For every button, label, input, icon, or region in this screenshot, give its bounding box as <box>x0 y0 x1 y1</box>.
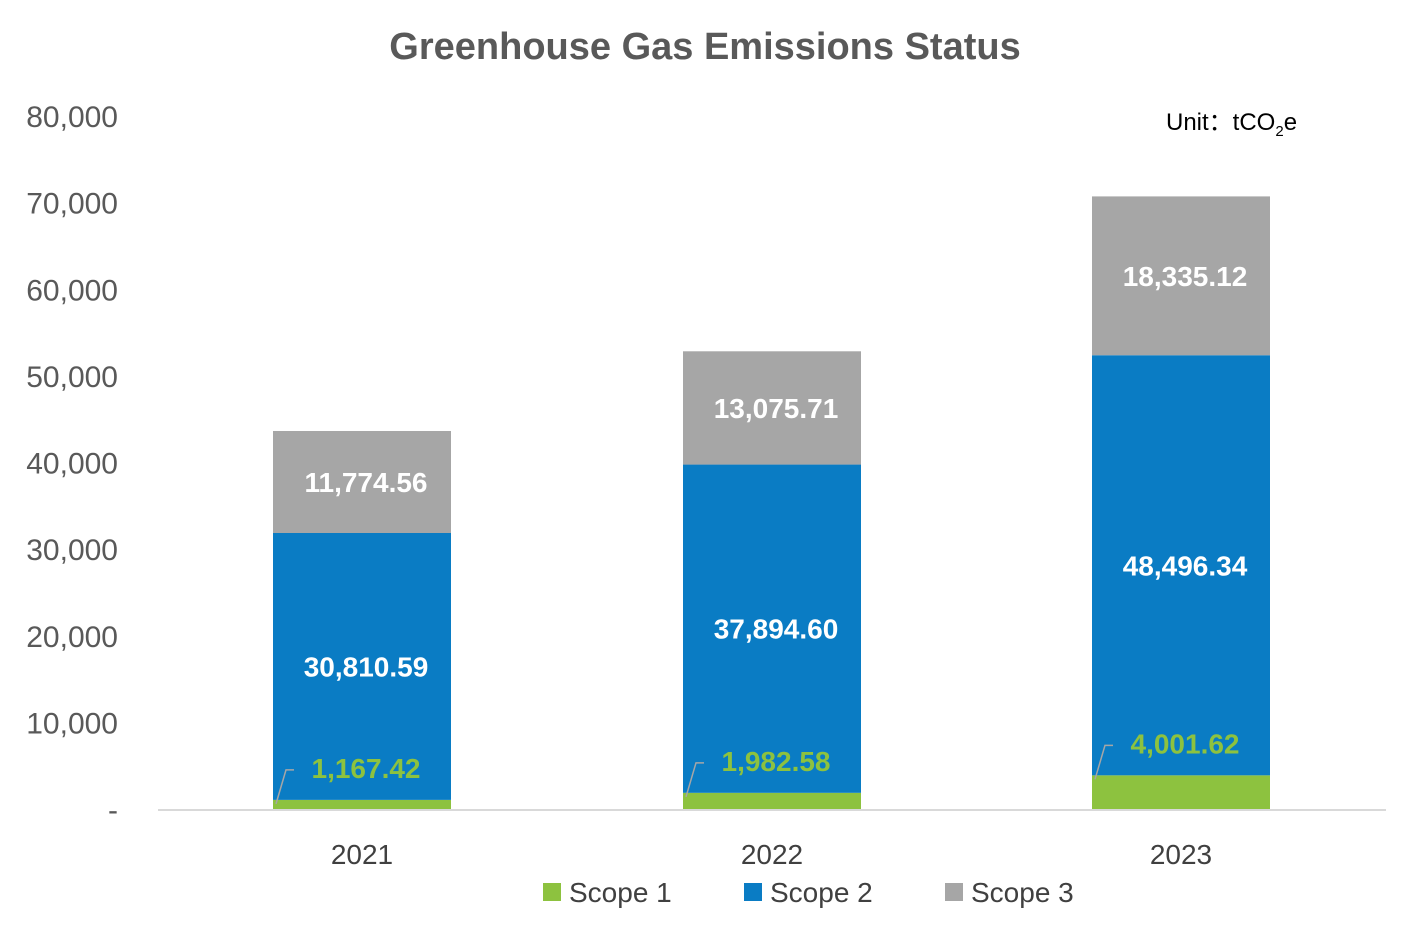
data-label-scope-3-2021: 11,774.56 <box>304 467 427 498</box>
data-label-scope-1-2021: 1,167.42 <box>312 753 421 784</box>
bar-segment-scope-3-2021 <box>273 430 451 533</box>
data-label-scope-2-2022: 37,894.60 <box>714 614 839 645</box>
legend-label-scope-1: Scope 1 <box>569 877 672 908</box>
unit-label-prefix: Unit：tCO <box>1166 109 1275 136</box>
x-tick-label: 2023 <box>1150 839 1212 870</box>
bar-segment-scope-1-2022 <box>683 792 861 810</box>
y-tick-label: 60,000 <box>26 274 118 307</box>
unit-label-subscript: 2 <box>1275 123 1283 140</box>
y-axis: - 10,000 20,000 30,000 40,000 50,000 60,000 70,… <box>26 101 118 827</box>
y-tick-label: 70,000 <box>26 188 118 221</box>
leader-line-scope-1-2023 <box>1094 744 1113 780</box>
x-axis: 2021 2022 2023 <box>331 839 1212 870</box>
bar-segment-scope-2-2021 <box>273 532 451 800</box>
y-tick-label: 10,000 <box>26 707 118 740</box>
data-label-scope-3-2022: 13,075.71 <box>714 393 839 424</box>
bar-segment-scope-3-2022 <box>683 351 861 465</box>
leader-line-scope-1-2021 <box>275 769 294 805</box>
y-tick-label: 80,000 <box>26 101 118 134</box>
legend: Scope 1 Scope 2 Scope 3 <box>543 877 1074 908</box>
y-tick-label: 50,000 <box>26 361 118 394</box>
bars-group: 1,167.42 30,810.59 11,774.56 1,982.58 37,894… <box>273 196 1270 810</box>
bar-segment-scope-1-2023 <box>1092 775 1270 810</box>
bar-segment-scope-3-2023 <box>1092 196 1270 356</box>
leader-line-scope-1-2022 <box>685 762 704 798</box>
bar-segment-scope-2-2022 <box>683 464 861 793</box>
legend-swatch-scope-3 <box>945 883 963 901</box>
legend-label-scope-3: Scope 3 <box>971 877 1074 908</box>
data-label-scope-1-2023: 4,001.62 <box>1131 728 1240 759</box>
data-label-scope-3-2023: 18,335.12 <box>1123 261 1248 292</box>
legend-swatch-scope-2 <box>744 883 762 901</box>
x-tick-label: 2022 <box>741 839 803 870</box>
bar-segment-scope-2-2023 <box>1092 355 1270 776</box>
data-label-scope-1-2022: 1,982.58 <box>722 746 831 777</box>
unit-label-suffix: e <box>1284 109 1297 136</box>
data-label-scope-2-2021: 30,810.59 <box>304 651 429 682</box>
legend-swatch-scope-1 <box>543 883 561 901</box>
y-tick-label: 20,000 <box>26 621 118 654</box>
x-tick-label: 2021 <box>331 839 393 870</box>
bar-segment-scope-1-2021 <box>273 799 451 810</box>
legend-label-scope-2: Scope 2 <box>770 877 873 908</box>
y-tick-label: - <box>108 794 118 827</box>
chart-title: Greenhouse Gas Emissions Status <box>389 26 1020 68</box>
data-label-scope-2-2023: 48,496.34 <box>1123 550 1248 581</box>
y-tick-label: 40,000 <box>26 448 118 481</box>
y-tick-label: 30,000 <box>26 534 118 567</box>
unit-label: Unit：tCO2e <box>1166 109 1297 140</box>
